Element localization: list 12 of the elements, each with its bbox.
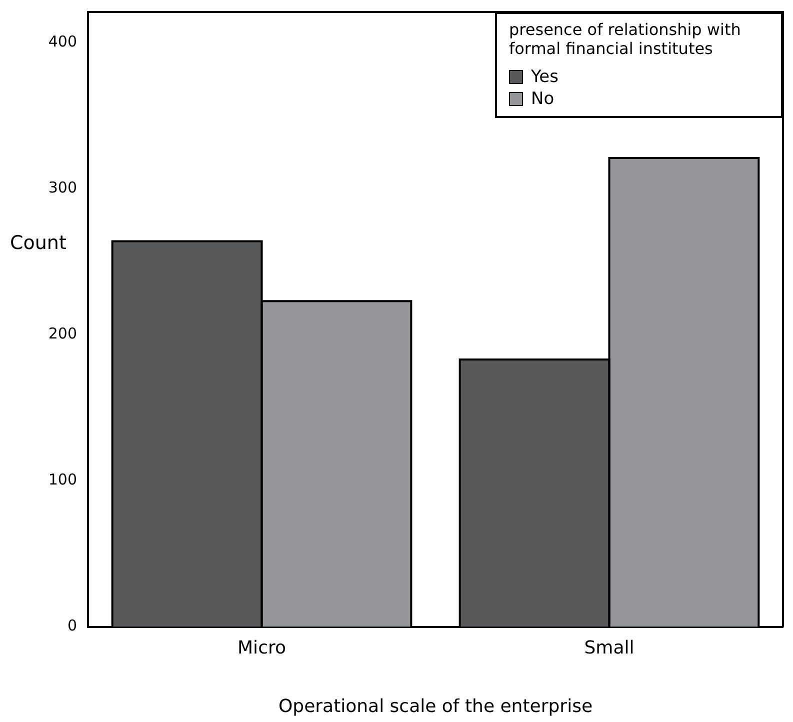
y-axis-title: Count	[10, 232, 66, 254]
x-tick-label: Small	[584, 637, 634, 658]
y-tick-label: 300	[48, 178, 77, 197]
y-tick-label: 100	[48, 470, 77, 489]
x-tick-label: Micro	[238, 637, 286, 658]
legend-title: presence of relationship with formal financial institutes	[509, 20, 742, 58]
legend-label: No	[531, 88, 554, 110]
y-tick-label: 400	[48, 32, 77, 51]
y-tick-label: 0	[67, 616, 77, 635]
legend-label: Yes	[531, 66, 558, 88]
x-axis-title: Operational scale of the enterprise	[278, 696, 593, 717]
y-tick-label: 200	[48, 324, 77, 343]
